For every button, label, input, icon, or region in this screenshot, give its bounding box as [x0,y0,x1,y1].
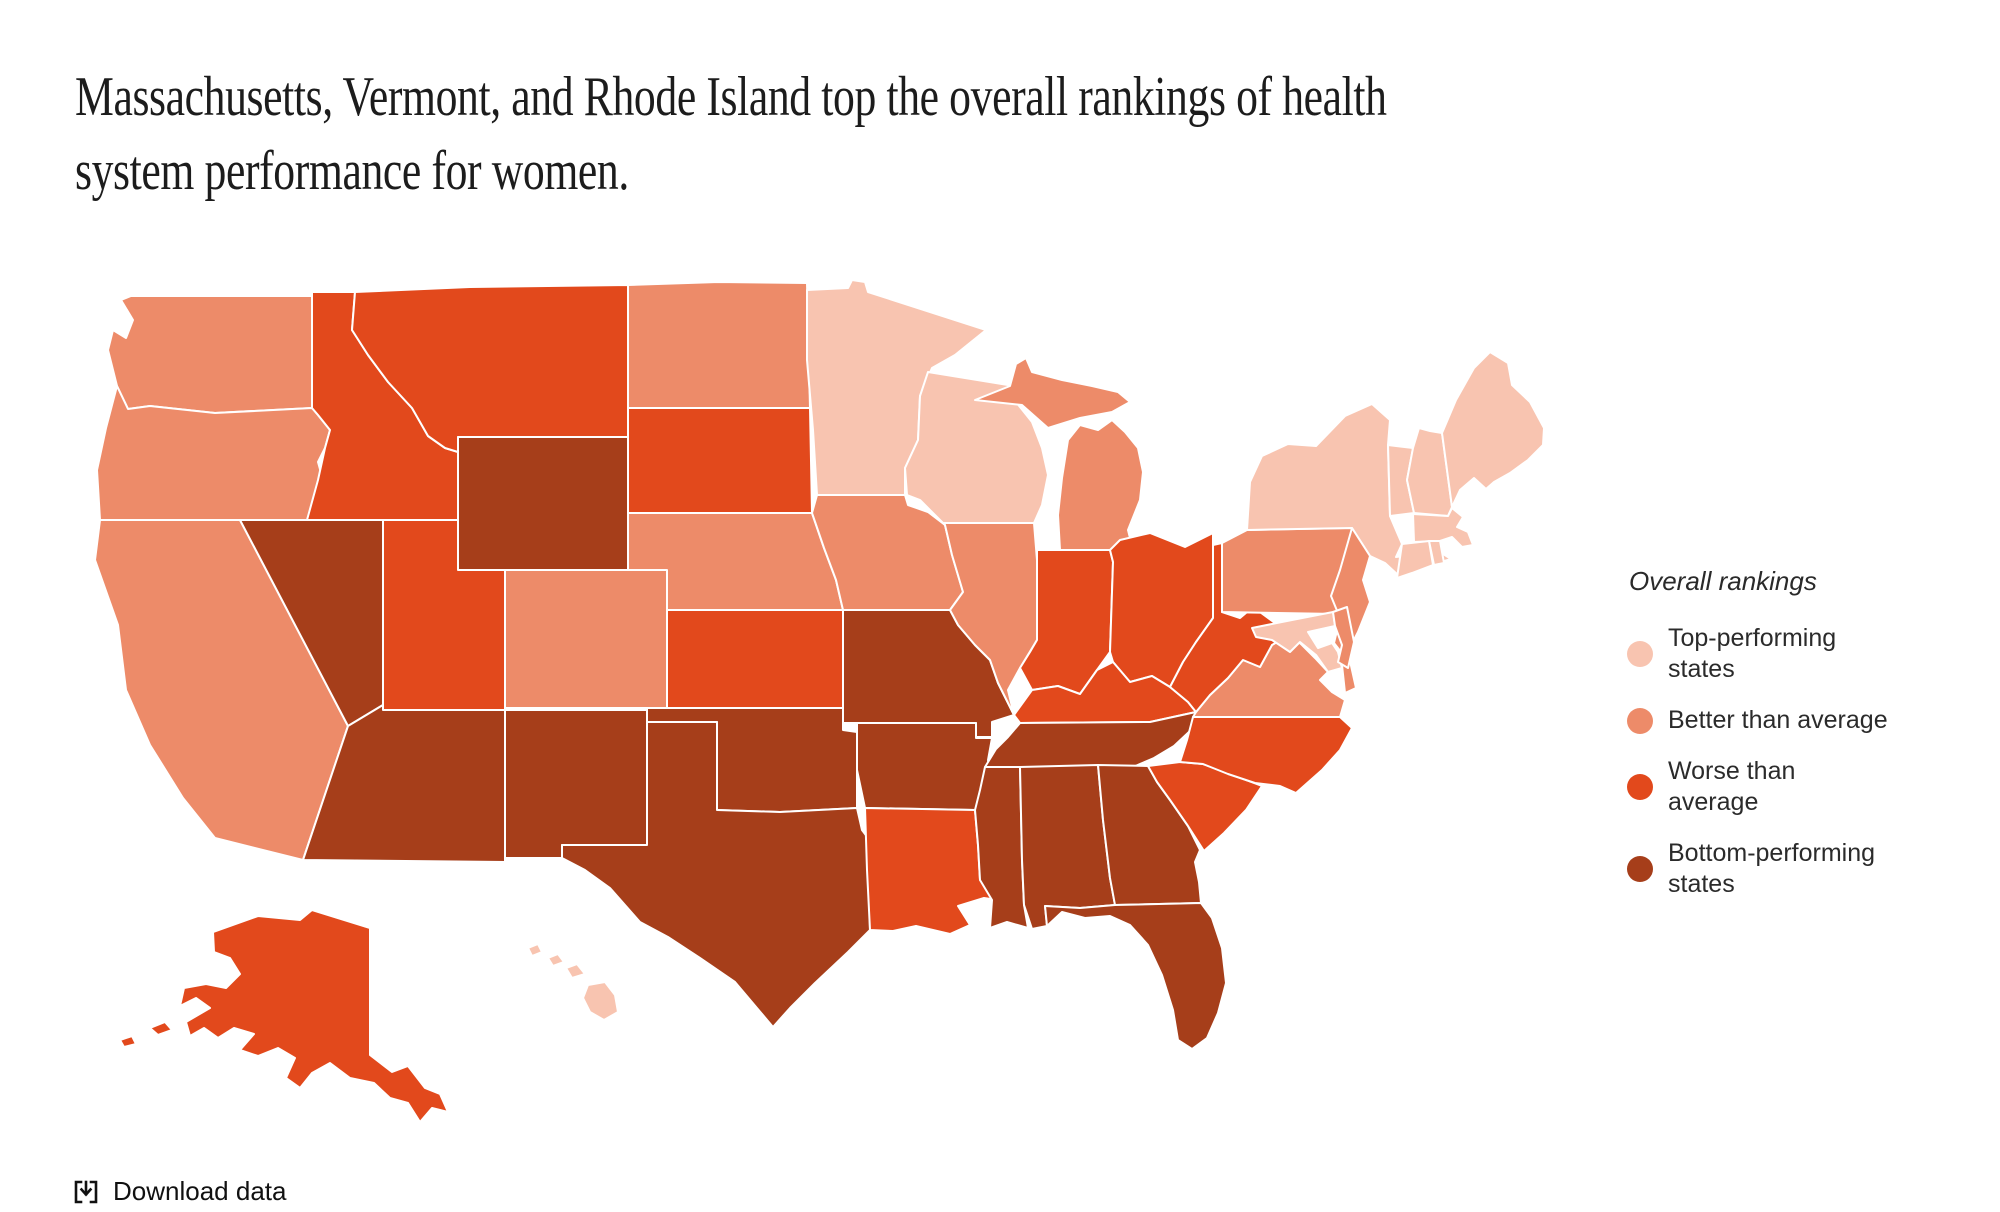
legend-dot-worse-than-average [1627,774,1653,800]
legend: Overall rankings Top-performing states B… [1627,566,1927,920]
legend-label: Worse than average [1668,757,1796,816]
download-data-button[interactable]: Download data [72,1176,286,1207]
state-colorado[interactable] [504,569,668,709]
legend-dot-better-than-average [1627,707,1653,734]
states-group [94,279,1545,1123]
page-title-line-2: system performance for women. [75,139,629,202]
legend-item-better-than-average: Better than average [1627,705,1927,736]
legend-label: Better than average [1668,706,1888,734]
state-wyoming[interactable] [457,436,629,571]
state-connecticut[interactable] [1396,540,1434,579]
state-new-mexico[interactable] [504,709,648,859]
download-label: Download data [113,1176,287,1206]
legend-dot-bottom-performing [1627,856,1653,882]
state-kansas[interactable] [666,609,844,709]
state-delaware[interactable] [1332,606,1355,669]
state-arkansas[interactable] [856,722,993,811]
page-title-line-1: Massachusetts, Vermont, and Rhode Island… [75,65,1387,128]
state-florida[interactable] [1044,902,1227,1050]
state-alaska[interactable] [119,909,449,1123]
download-icon [74,1180,98,1203]
state-maine[interactable] [1441,351,1545,508]
legend-label: Top-performing states [1668,624,1837,683]
state-west-virginia[interactable] [1169,542,1291,713]
state-tennessee[interactable] [984,711,1197,768]
state-michigan[interactable] [974,357,1144,551]
page-title: Massachusetts, Vermont, and Rhode Island… [75,60,1387,208]
state-south-dakota[interactable] [627,407,813,514]
legend-item-worse-than-average: Worse than average [1627,756,1927,818]
state-north-dakota[interactable] [627,281,811,409]
legend-item-top-performing: Top-performing states [1627,623,1927,685]
state-hawaii[interactable] [527,943,619,1021]
legend-item-bottom-performing: Bottom-performing states [1627,838,1927,900]
legend-label: Bottom-performing states [1668,839,1876,898]
legend-title: Overall rankings [1629,566,1817,596]
state-washington[interactable] [107,295,313,414]
legend-dot-top-performing [1627,641,1653,667]
state-texas[interactable] [561,721,871,1028]
